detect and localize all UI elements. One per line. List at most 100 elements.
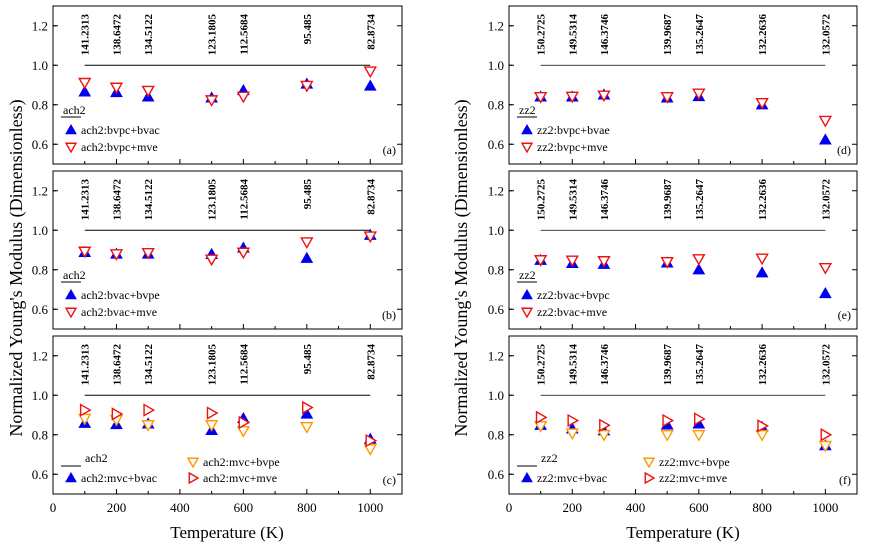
data-point-ach2-bvac-mve	[363, 231, 377, 244]
y-tick-label: 1.0	[488, 58, 504, 73]
value-label: 146.3746	[599, 179, 611, 221]
legend-marker	[64, 307, 78, 319]
y-tick-label: 1.2	[488, 348, 504, 363]
legend-label: ach2:mvc+mve	[203, 471, 277, 485]
data-point-zz2-mvc-bvpe	[565, 428, 579, 441]
value-label: 139.9687	[662, 344, 674, 386]
data-point-zz2-bvac-mve	[597, 256, 611, 268]
legend-marker	[520, 142, 534, 154]
data-point-zz2-mvc-bvpe	[818, 440, 833, 453]
value-label: 95.485	[302, 14, 314, 45]
value-label: 149.5314	[567, 179, 579, 221]
data-point-ach2-bvpc-bvac	[363, 79, 377, 91]
legend-label: ach2:bvac+mve	[81, 305, 157, 319]
panel-a: 0.6 0.8 1.0 1.2 141.2313 138.6472 134.5122 123.…	[32, 5, 403, 165]
x-tick-label: 200	[563, 500, 583, 515]
data-point-zz2-mvc-bvpe	[755, 429, 769, 442]
legend-marker	[65, 288, 77, 300]
value-label: 139.9687	[662, 179, 674, 221]
panel-label: (b)	[382, 308, 396, 322]
value-label: 149.5314	[567, 14, 579, 56]
data-point-ach2-bvpc-mve	[363, 66, 377, 79]
y-axis-title-left: Normalized Young's Modulus (Dimensionles…	[6, 99, 27, 436]
legend-label: zz2:bvac+mve	[537, 305, 607, 319]
data-point-ach2-bvac-mve	[204, 254, 219, 267]
data-point-zz2-bvpc-mve	[818, 115, 833, 128]
panel-label: (d)	[837, 143, 851, 157]
legend-label: ach2	[85, 451, 108, 465]
value-label: 95.485	[302, 179, 314, 210]
y-tick-label: 1.0	[32, 223, 48, 238]
value-label: 112.5684	[238, 344, 250, 385]
legend-label: zz2	[541, 451, 558, 465]
data-point-zz2-bvpc-mve	[597, 90, 611, 103]
value-label: 138.6472	[111, 344, 123, 386]
data-point-zz2-bvpc-mve	[660, 92, 674, 104]
y-tick-label: 0.8	[32, 427, 48, 442]
data-point-zz2-bvpc-mve	[533, 92, 548, 104]
data-point-ach2-bvac-mve	[141, 247, 155, 260]
x-tick-label: 0	[506, 500, 513, 515]
y-tick-label: 0.8	[488, 427, 504, 442]
data-point-ach2-mvc-mve	[79, 403, 92, 417]
plot-frame	[52, 5, 403, 165]
x-axis-title-left: Temperature (K)	[170, 523, 284, 542]
data-point-ach2-bvpc-mve	[204, 95, 219, 107]
data-point-ach2-mvc-bvpe	[141, 420, 155, 432]
legend-marker	[65, 123, 77, 135]
legend-marker	[521, 471, 533, 483]
panels: 0.6 0.8 1.0 1.2 141.2313 138.6472 134.5122 123.…	[32, 5, 858, 515]
y-tick-label: 0.8	[488, 97, 504, 112]
x-tick-label: 400	[626, 500, 646, 515]
data-point-ach2-mvc-mve	[143, 403, 156, 417]
y-tick-label: 0.6	[32, 302, 49, 317]
legend-label: ach2:mvc+bvpe	[203, 455, 280, 469]
value-label: 134.5122	[143, 179, 155, 221]
value-label: 149.5314	[567, 344, 579, 386]
value-label: 138.6472	[111, 179, 123, 221]
y-tick-label: 1.2	[32, 18, 48, 33]
value-label: 134.5122	[143, 14, 155, 56]
x-tick-label: 800	[297, 500, 317, 515]
value-label: 135.2647	[694, 179, 706, 221]
legend-marker	[521, 123, 533, 135]
data-point-zz2-bvac-mve	[692, 254, 706, 266]
value-label: 139.9687	[662, 14, 674, 56]
data-point-zz2-bvac-mve	[660, 257, 674, 269]
y-tick-label: 1.2	[488, 18, 504, 33]
data-point-zz2-bvpc-bvae	[819, 133, 832, 145]
y-tick-label: 1.2	[32, 348, 48, 363]
panel-c: 0.6 0.8 1.0 1.2 0 200 400 600 800 1000 141.2313 138…	[32, 335, 403, 515]
data-point-ach2-mvc-bvpe	[236, 425, 251, 438]
data-point-zz2-bvac-bvpc	[692, 263, 706, 275]
value-label: 141.2313	[80, 344, 92, 386]
y-tick-label: 0.8	[32, 262, 48, 277]
legend-marker	[186, 457, 200, 469]
y-tick-label: 0.6	[32, 467, 49, 482]
data-point-zz2-bvac-mve	[755, 253, 769, 266]
panel-label: (f)	[839, 473, 851, 487]
y-tick-label: 1.0	[32, 388, 48, 403]
data-point-ach2-bvpc-mve	[141, 85, 155, 98]
value-label: 112.5684	[238, 14, 250, 55]
x-tick-label: 200	[107, 500, 127, 515]
value-label: 132.2636	[757, 14, 769, 56]
plot-frame	[508, 335, 858, 495]
panel-label: (a)	[383, 143, 396, 157]
data-point-zz2-mvc-mve	[757, 419, 770, 433]
data-point-ach2-mvc-mve	[238, 415, 251, 430]
panel-f: 0.6 0.8 1.0 1.2 0 200 400 600 800 1000 150.2725 149…	[488, 335, 858, 515]
data-point-zz2-mvc-mve	[535, 410, 548, 425]
y-tick-label: 0.6	[32, 137, 49, 152]
legend-label: ach2:bvpc+mve	[81, 140, 158, 154]
data-point-ach2-mvc-bvpe	[300, 422, 314, 434]
legend-marker	[520, 307, 534, 319]
panel-label: (e)	[838, 308, 851, 322]
data-point-ach2-mvc-mve	[301, 400, 314, 415]
x-tick-label: 400	[170, 500, 190, 515]
data-point-zz2-mvc-bvpe	[597, 429, 611, 442]
data-point-zz2-mvc-mve	[567, 413, 580, 428]
plot-frame	[508, 170, 858, 330]
data-point-ach2-bvac-bvpe	[300, 251, 314, 263]
